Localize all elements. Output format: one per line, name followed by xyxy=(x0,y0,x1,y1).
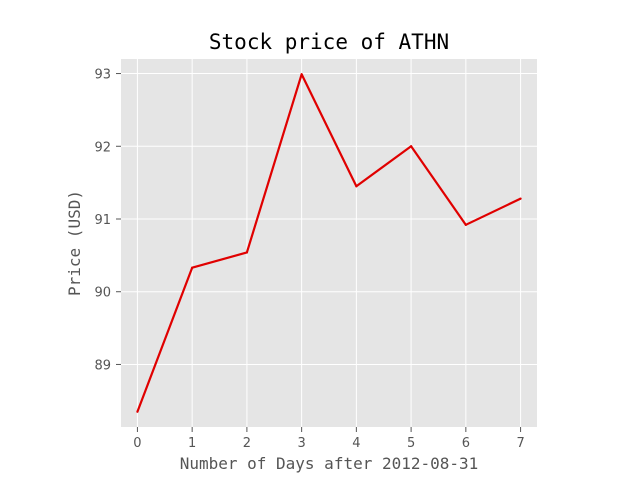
data-point xyxy=(355,185,358,188)
x-tick-label: 7 xyxy=(516,436,524,451)
data-point xyxy=(300,73,303,76)
data-point xyxy=(410,145,413,148)
y-tick-label: 93 xyxy=(94,68,111,83)
x-tick-label: 4 xyxy=(352,436,360,451)
data-point xyxy=(245,251,248,254)
plot-area xyxy=(121,59,537,427)
data-point xyxy=(464,223,467,226)
x-tick-label: 6 xyxy=(462,436,470,451)
y-axis-label: Price (USD) xyxy=(65,190,84,296)
x-tick-label: 2 xyxy=(243,436,251,451)
series-layer xyxy=(136,73,522,413)
data-point xyxy=(191,266,194,269)
data-point xyxy=(519,197,522,200)
x-axis-label: Number of Days after 2012-08-31 xyxy=(180,454,479,473)
x-tick-label: 5 xyxy=(407,436,415,451)
data-point xyxy=(136,410,139,413)
chart-title: Stock price of ATHN xyxy=(209,30,449,54)
grid-lines xyxy=(121,59,537,427)
x-tick-label: 0 xyxy=(133,436,141,451)
axis-ticks: 0 1 2 3 4 5 6 7 89 90 91 92 93 xyxy=(94,68,524,451)
y-tick-label: 91 xyxy=(94,213,111,228)
y-tick-label: 89 xyxy=(94,358,111,373)
y-tick-label: 90 xyxy=(94,286,111,301)
y-tick-label: 92 xyxy=(94,140,111,155)
x-tick-label: 3 xyxy=(297,436,305,451)
x-tick-label: 1 xyxy=(188,436,196,451)
series-line xyxy=(136,73,522,413)
